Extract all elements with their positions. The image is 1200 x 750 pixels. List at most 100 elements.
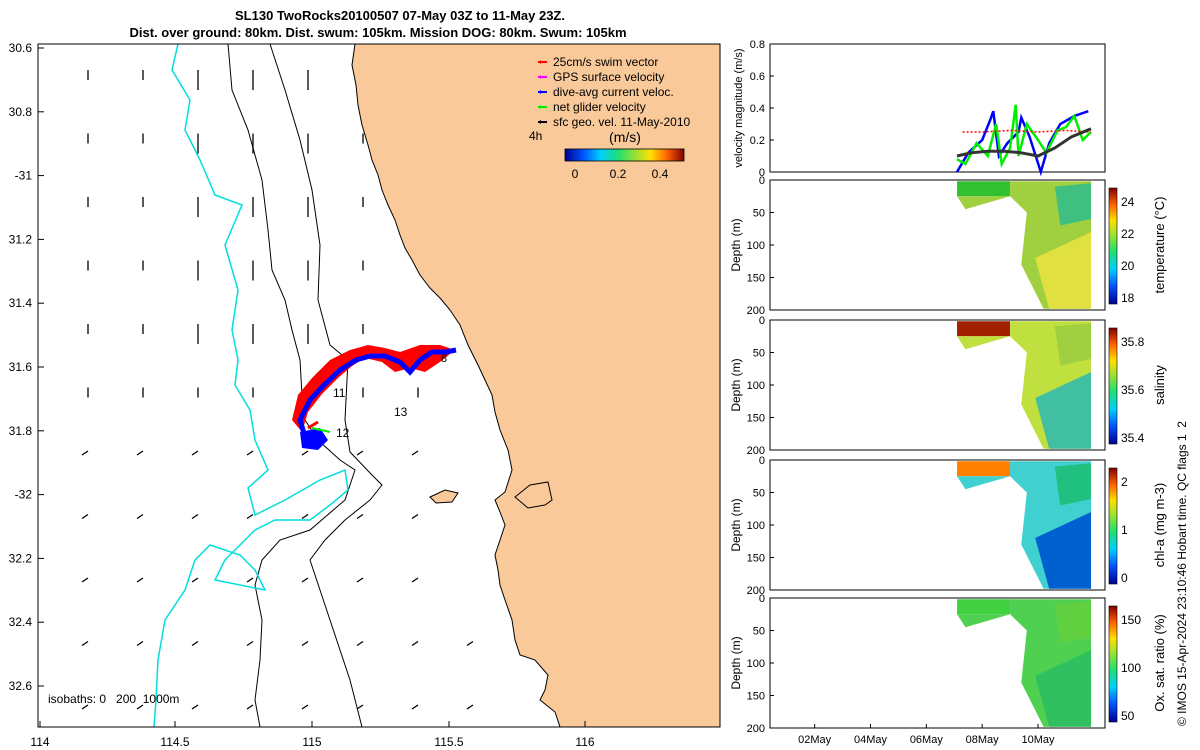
- y-tick-label: 32.4: [9, 615, 33, 629]
- geo-arrow: [246, 640, 254, 647]
- geo-arrow: [81, 640, 89, 647]
- depth-tick: 100: [747, 520, 765, 532]
- x-tick-label: 116: [575, 735, 594, 749]
- colorbar-tick: 18: [1121, 291, 1135, 305]
- colorbar-tick: 50: [1121, 709, 1135, 723]
- day-label: 8: [441, 353, 447, 365]
- geo-arrow: [191, 704, 199, 710]
- depth-tick: 50: [753, 488, 765, 500]
- velocity-y-tick: 0.2: [750, 135, 765, 147]
- legend-label: sfc geo. vel. 11-May-2010: [553, 115, 691, 129]
- isobath-label: isobaths: 0 200 1000m: [48, 692, 179, 706]
- geo-arrow: [411, 577, 419, 583]
- legend-label: dive-avg current veloc.: [553, 85, 674, 99]
- credit-text: © IMOS 15-Apr-2024 23:10:46 Hobart time.…: [1175, 421, 1189, 726]
- depth-tick: 0: [759, 175, 765, 187]
- profile-patch: [1054, 463, 1092, 506]
- geo-arrow: [81, 577, 89, 583]
- colorbar-tick: 35.6: [1121, 383, 1145, 397]
- depth-tick: 150: [747, 553, 765, 565]
- date-tick-label: 02May: [798, 734, 832, 746]
- profile-surface-layer: [957, 181, 1011, 197]
- profile-patch: [1054, 601, 1092, 644]
- geo-arrow: [81, 450, 89, 456]
- colorbar-tick: 1: [1121, 523, 1128, 537]
- island: [514, 481, 553, 509]
- map-axis: 114 114.5 115 115.5 116 30.6 30.8 -31 31.2 31.4 31…: [9, 41, 595, 749]
- colorbar-tick: 0: [1121, 571, 1128, 585]
- isobath-0: [269, 44, 383, 727]
- isobath-1000: [153, 44, 349, 727]
- depth-tick: 150: [747, 691, 765, 703]
- depth-tick: 100: [747, 380, 765, 392]
- geo-arrow: [191, 640, 199, 647]
- legend-arrowhead: [538, 75, 541, 79]
- velocity-y-tick: 0.8: [750, 39, 765, 51]
- interval-label: 4h: [529, 129, 542, 143]
- depth-tick: 50: [753, 348, 765, 360]
- date-tick-label: 04May: [854, 734, 888, 746]
- map-panel: 8 11 12 13 114 114.5 115 115.5 116 30.6 30.8 -3…: [9, 41, 721, 749]
- panel-colorbar: [1108, 187, 1118, 305]
- depth-tick: 100: [747, 658, 765, 670]
- day-label: 11: [333, 386, 346, 400]
- legend-arrowhead: [538, 120, 541, 124]
- date-tick-label: 06May: [910, 734, 944, 746]
- map-title-line2: Dist. over ground: 80km. Dist. swum: 105…: [129, 25, 626, 40]
- x-tick-label: 115.5: [434, 735, 463, 749]
- geo-arrow: [411, 640, 419, 647]
- glider-net-vector: [311, 427, 331, 433]
- colorbar-label: chl-a (mg m-3): [1152, 483, 1167, 568]
- geo-arrow: [246, 450, 254, 456]
- speed-colorbar: [564, 148, 685, 162]
- geo-arrow: [411, 450, 419, 456]
- geo-arrow: [466, 640, 474, 647]
- colorbar-tick: 150: [1121, 613, 1141, 627]
- depth-tick: 200: [747, 305, 765, 317]
- velocity-y-tick: 0.4: [750, 103, 765, 115]
- depth-tick: 50: [753, 208, 765, 220]
- geo-arrow: [356, 450, 364, 456]
- geo-arrow: [301, 577, 309, 583]
- y-tick-label: 32.6: [9, 679, 33, 693]
- velocity-line-speed_line: [956, 127, 1092, 158]
- y-tick-label: -32: [15, 488, 33, 502]
- geo-arrow: [191, 577, 199, 583]
- geo-arrow: [356, 640, 364, 647]
- velocity-line-gps: [962, 129, 1092, 133]
- geo-arrow: [301, 450, 309, 456]
- depth-tick: 50: [753, 626, 765, 638]
- panel-colorbar: [1108, 467, 1118, 585]
- colorbar-tick: 35.8: [1121, 335, 1145, 349]
- day-label: 12: [336, 426, 350, 440]
- legend-label: net glider velocity: [553, 100, 646, 114]
- depth-tick: 0: [759, 315, 765, 327]
- land: [351, 44, 720, 727]
- geo-arrow: [81, 513, 89, 520]
- legend-label: GPS surface velocity: [553, 70, 664, 84]
- legend-arrowhead: [538, 105, 541, 109]
- depth-tick: 100: [747, 240, 765, 252]
- depth-tick: 0: [759, 593, 765, 605]
- geo-arrow: [136, 704, 144, 710]
- y-tick-label: 31.6: [9, 360, 33, 374]
- colorbar-tick: 22: [1121, 227, 1135, 241]
- map-title-line1: SL130 TwoRocks20100507 07-May 03Z to 11-…: [235, 8, 565, 23]
- velocity-y-tick: 0.6: [750, 71, 765, 83]
- y-tick-label: 30.8: [9, 105, 33, 119]
- profile-patch: [1054, 323, 1092, 366]
- depth-tick: 200: [747, 723, 765, 735]
- geo-arrow: [411, 513, 419, 520]
- depth-ylabel: Depth (m): [729, 498, 743, 551]
- colorbar-tick: 24: [1121, 195, 1135, 209]
- geo-arrow: [136, 640, 144, 647]
- colorbar-label: temperature (°C): [1152, 197, 1167, 294]
- date-tick-label: 08May: [966, 734, 1000, 746]
- geo-arrow: [411, 704, 419, 710]
- velocity-ylabel: velocity magnitude (m/s): [733, 48, 745, 167]
- depth-tick: 200: [747, 445, 765, 457]
- y-tick-label: 32.2: [9, 551, 33, 565]
- y-tick-label: 31.4: [9, 296, 33, 310]
